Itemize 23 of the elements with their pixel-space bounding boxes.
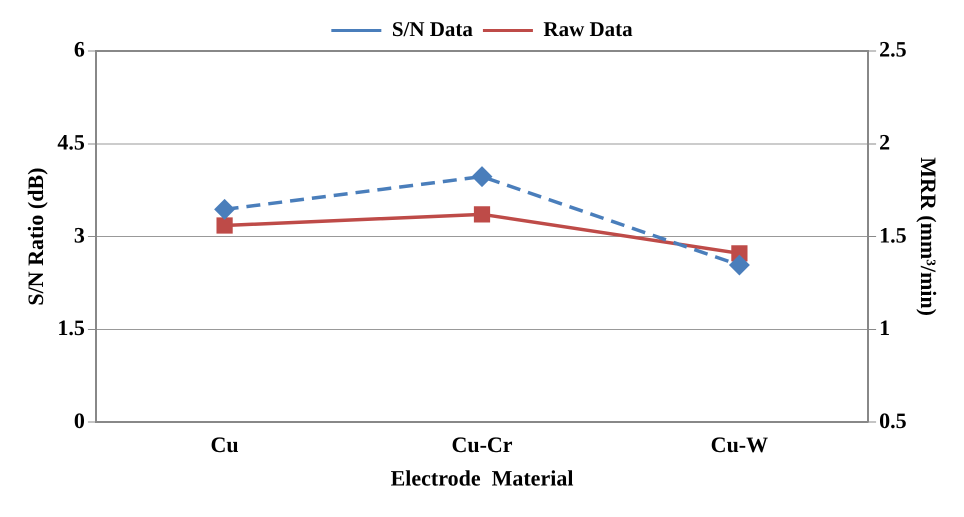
y-axis-title: S/N Ratio (dB)	[22, 168, 48, 306]
y-tick-label: 4.5	[57, 129, 85, 154]
y-tick-label: 3	[74, 222, 85, 248]
point	[214, 200, 234, 220]
y2-tick-label: 0.5	[879, 408, 907, 433]
legend-label: Raw Data	[543, 16, 634, 41]
y2-tick-label: 1.5	[879, 222, 907, 248]
point	[472, 166, 492, 186]
y2-tick-label: 1	[879, 315, 890, 340]
legend-label: S/N Data	[392, 16, 474, 41]
y-tick-label: 1.5	[57, 315, 85, 340]
y2-tick-label: 2.5	[879, 36, 907, 62]
x-tick-label: Cu-W	[710, 432, 768, 458]
y2-tick-label: 2	[879, 129, 890, 154]
point	[474, 206, 490, 222]
y-tick-label: 6	[74, 36, 85, 62]
y-tick-label: 0	[74, 408, 85, 433]
x-tick-label: Cu	[210, 432, 239, 458]
point	[216, 217, 233, 234]
x-tick-label: Cu-Cr	[451, 432, 513, 458]
x-axis-title: Electrode Material	[390, 465, 574, 490]
point	[730, 255, 750, 275]
y2-axis-title: MRR (mm³/min)	[916, 157, 942, 316]
